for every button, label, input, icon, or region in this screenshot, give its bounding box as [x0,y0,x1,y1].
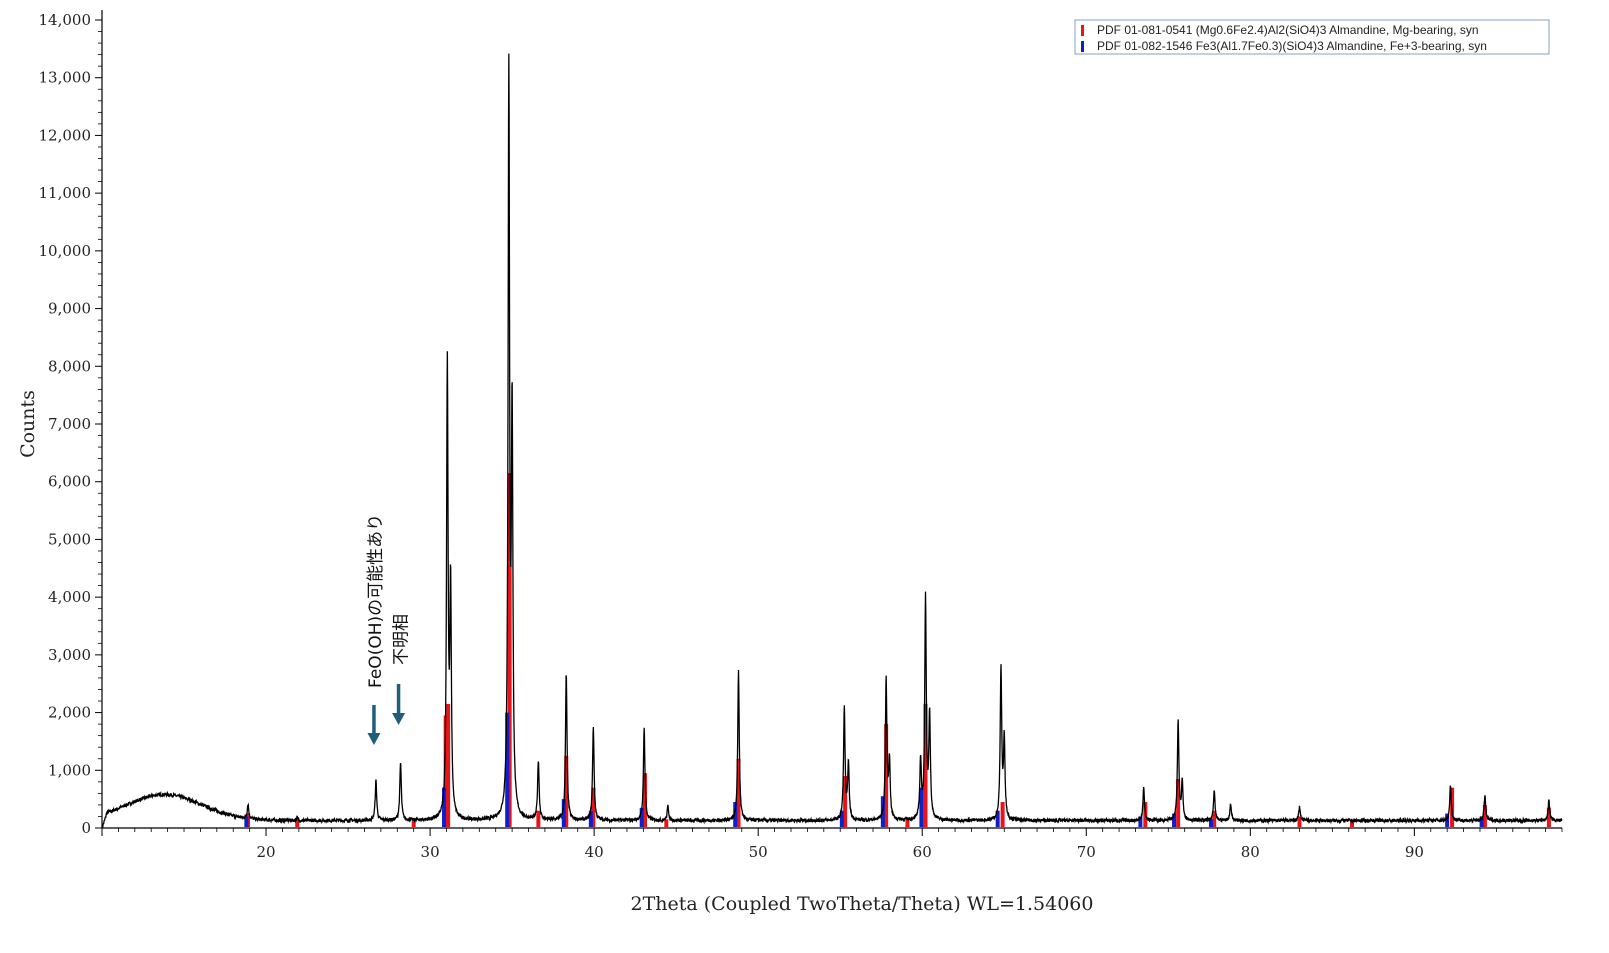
reference-stick-fe3 [839,810,844,827]
reference-stick-mg [1000,802,1005,827]
x-tick-label: 40 [585,843,604,861]
y-tick-label: 1,000 [48,761,91,779]
legend-entry-almandine-fe3: PDF 01-082-1546 Fe3(Al1.7Fe0.3)(SiO4)3 A… [1097,39,1487,53]
x-tick-label: 30 [421,843,440,861]
reference-stick-mg [1176,778,1181,827]
x-tick-label: 20 [256,843,275,861]
y-tick-label: 3,000 [48,646,91,664]
y-axis: 0 1,000 2,000 3,000 4,000 5,000 6,000 7,000 8,00… [39,10,103,837]
y-tick-label: 0 [81,819,91,837]
x-tick-label: 90 [1405,843,1424,861]
y-tick-label: 12,000 [39,126,92,144]
y-tick-label: 10,000 [39,242,92,260]
annotation-unknown-phase: 不明相 [392,614,412,665]
x-tick-label: 70 [1077,843,1096,861]
y-tick-label: 2,000 [48,704,91,722]
y-tick-label: 13,000 [39,69,92,87]
reference-stick-mg [591,787,596,827]
y-tick-label: 6,000 [48,473,91,491]
reference-lines-almandine-mg [246,473,1551,827]
reference-stick-fe3 [733,802,738,827]
reference-stick-fe3 [561,799,566,827]
y-tick-label: 8,000 [48,357,91,375]
x-tick-label: 50 [749,843,768,861]
reference-lines-almandine-fe3 [244,712,1484,827]
reference-stick-mg [1212,810,1217,827]
y-tick-label: 4,000 [48,588,91,606]
reference-stick-mg [923,703,928,827]
reference-stick-fe3 [442,787,447,827]
annotation-feooh: FeO(OH)の可能性あり [366,514,386,688]
reference-stick-fe3 [1138,816,1143,827]
y-tick-label: 14,000 [39,11,92,29]
reference-stick-fe3 [880,796,885,827]
legend-swatch-red [1081,25,1084,36]
reference-stick-mg [1546,807,1551,827]
reference-stick-mg [507,473,512,827]
y-tick-label: 11,000 [39,184,92,202]
reference-stick-fe3 [505,712,510,827]
legend-swatch-blue [1081,41,1084,52]
arrow-icon-head [392,713,406,725]
legend: PDF 01-081-0541 (Mg0.6Fe2.4)Al2(SiO4)3 A… [1074,19,1550,55]
reference-stick-fe3 [995,810,1000,827]
reference-stick-mg [443,715,448,827]
diffraction-pattern-line [101,53,1563,830]
x-axis-title: 2Theta (Coupled TwoTheta/Theta) WL=1.540… [631,893,1094,915]
reference-stick-mg [884,724,889,827]
reference-stick-fe3 [1172,813,1177,827]
y-tick-label: 5,000 [48,530,91,548]
peak-annotations: FeO(OH)の可能性あり 不明相 [366,514,412,745]
legend-entry-almandine-mg: PDF 01-081-0541 (Mg0.6Fe2.4)Al2(SiO4)3 A… [1097,23,1479,37]
x-tick-label: 60 [913,843,932,861]
reference-stick-mg [295,818,300,827]
arrow-icon-head [367,733,381,745]
reference-stick-mg [1297,816,1302,827]
reference-stick-mg [642,773,647,827]
x-axis: 20 30 40 50 60 70 80 90 [101,827,1563,861]
y-axis-title: Counts [17,390,39,458]
reference-stick-fe3 [1208,819,1213,827]
reference-stick-fe3 [919,787,924,827]
reference-stick-fe3 [588,810,593,827]
reference-stick-mg [843,776,848,827]
reference-stick-fe3 [244,816,249,827]
y-tick-label: 7,000 [48,415,91,433]
reference-stick-mg [564,755,569,827]
reference-stick-mg [664,819,669,827]
reference-stick-mg [905,819,910,827]
y-tick-label: 9,000 [48,300,91,318]
reference-stick-fe3 [1479,816,1484,827]
reference-stick-mg [736,758,741,827]
reference-stick-mg [536,810,541,827]
x-tick-label: 80 [1241,843,1260,861]
reference-stick-mg [411,821,416,827]
reference-stick-fe3 [639,807,644,827]
reference-stick-mg [446,703,451,827]
legend-box [1074,19,1550,55]
reference-stick-mg [1482,804,1487,827]
